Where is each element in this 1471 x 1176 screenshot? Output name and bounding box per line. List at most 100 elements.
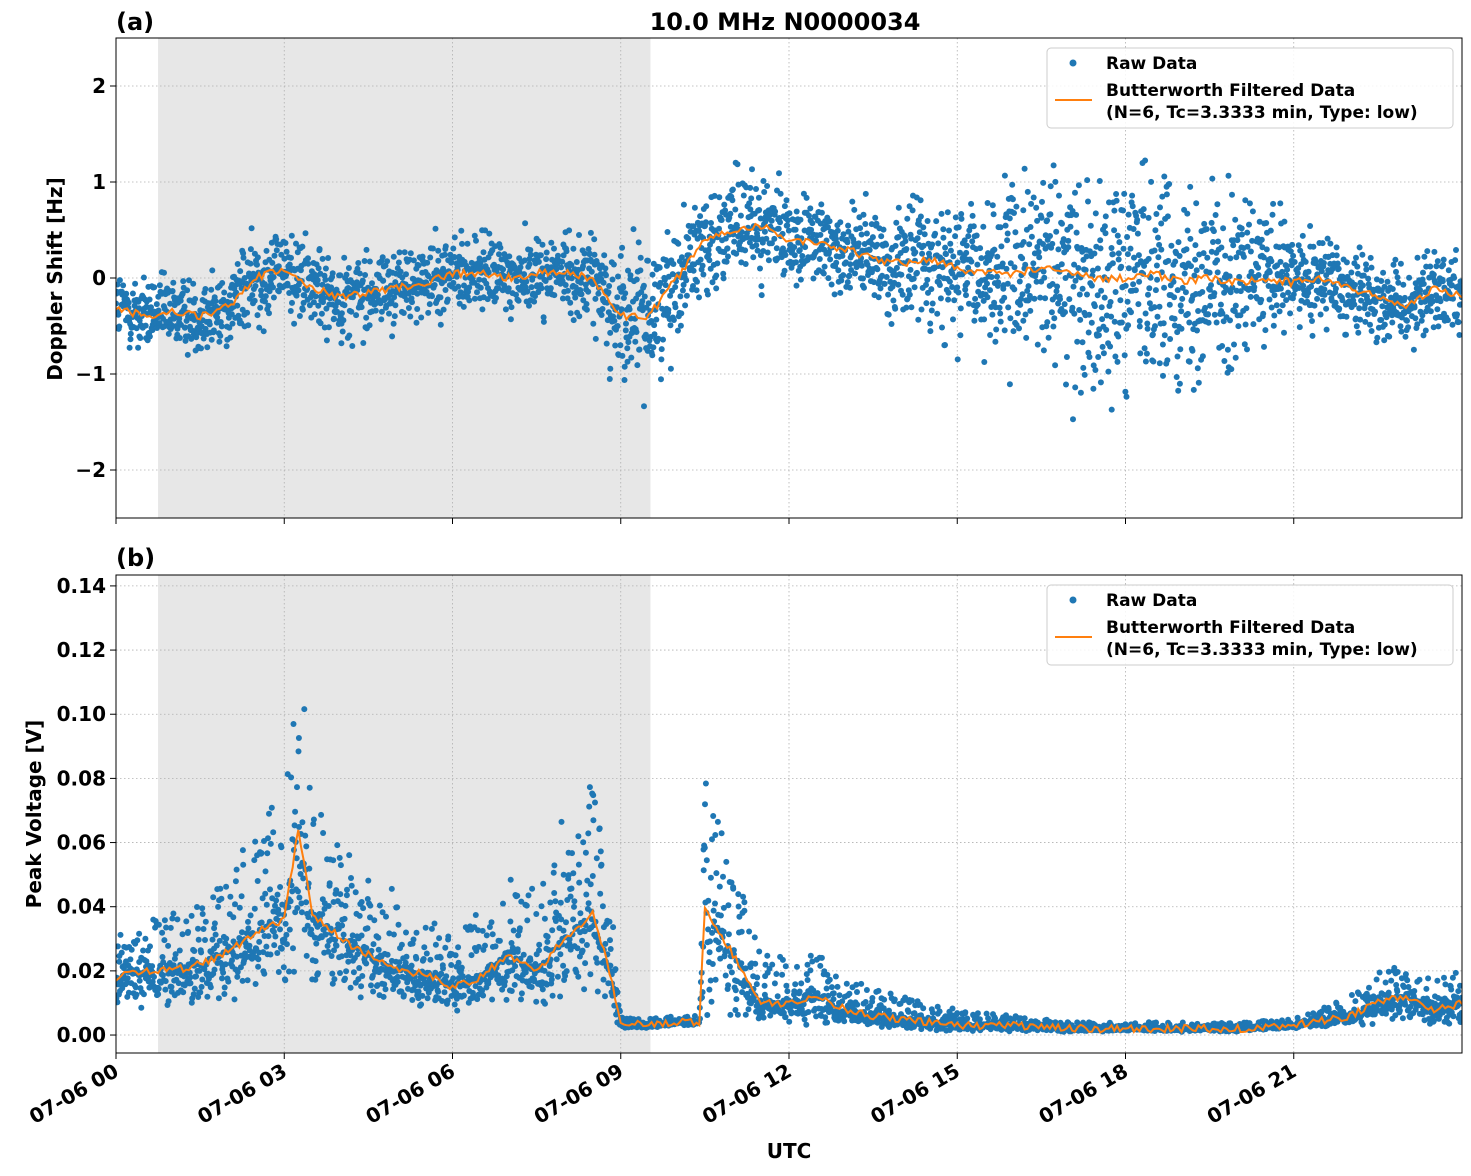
- raw-point: [599, 862, 605, 868]
- raw-point: [1215, 269, 1221, 275]
- raw-point: [641, 403, 647, 409]
- raw-point: [304, 953, 310, 959]
- raw-point: [209, 267, 215, 273]
- raw-point: [1109, 407, 1115, 413]
- raw-point: [427, 255, 433, 261]
- raw-point: [1390, 286, 1396, 292]
- raw-point: [614, 294, 620, 300]
- raw-point: [240, 847, 246, 853]
- raw-point: [1158, 247, 1164, 253]
- raw-point: [396, 922, 402, 928]
- raw-point: [1080, 339, 1086, 345]
- raw-point: [984, 281, 990, 287]
- raw-point: [217, 886, 223, 892]
- raw-point: [429, 926, 435, 932]
- raw-point: [1003, 223, 1009, 229]
- raw-point: [555, 253, 561, 259]
- raw-point: [1335, 261, 1341, 267]
- raw-point: [363, 315, 369, 321]
- raw-point: [692, 1013, 698, 1019]
- raw-point: [433, 942, 439, 948]
- raw-point: [561, 928, 567, 934]
- raw-point: [1206, 320, 1212, 326]
- raw-point: [252, 839, 258, 845]
- raw-point: [1200, 353, 1206, 359]
- raw-point: [571, 317, 577, 323]
- raw-point: [794, 283, 800, 289]
- raw-point: [198, 345, 204, 351]
- raw-point: [1125, 299, 1131, 305]
- raw-point: [1097, 237, 1103, 243]
- raw-point: [360, 278, 366, 284]
- raw-point: [603, 272, 609, 278]
- raw-point: [1308, 312, 1314, 318]
- raw-point: [824, 1020, 830, 1026]
- raw-point: [267, 886, 273, 892]
- raw-point: [715, 819, 721, 825]
- raw-point: [925, 218, 931, 224]
- raw-point: [740, 894, 746, 900]
- raw-point: [313, 941, 319, 947]
- raw-point: [904, 216, 910, 222]
- raw-point: [622, 364, 628, 370]
- raw-point: [708, 875, 714, 881]
- raw-point: [588, 230, 594, 236]
- raw-point: [600, 903, 606, 909]
- raw-point: [540, 242, 546, 248]
- raw-point: [1241, 254, 1247, 260]
- raw-point: [1142, 158, 1148, 164]
- raw-point: [136, 931, 142, 937]
- raw-point: [442, 252, 448, 258]
- raw-point: [1165, 258, 1171, 264]
- raw-point: [1233, 303, 1239, 309]
- raw-point: [742, 247, 748, 253]
- raw-point: [399, 942, 405, 948]
- raw-point: [489, 997, 495, 1003]
- raw-point: [1355, 330, 1361, 336]
- raw-point: [529, 984, 535, 990]
- raw-point: [861, 285, 867, 291]
- raw-point: [943, 251, 949, 257]
- raw-point: [1321, 286, 1327, 292]
- raw-point: [1020, 318, 1026, 324]
- raw-point: [529, 284, 535, 290]
- raw-point: [245, 919, 251, 925]
- raw-point: [1176, 239, 1182, 245]
- raw-point: [924, 277, 930, 283]
- raw-point: [837, 219, 843, 225]
- raw-point: [965, 233, 971, 239]
- raw-point: [365, 878, 371, 884]
- raw-point: [1124, 394, 1130, 400]
- raw-point: [1402, 295, 1408, 301]
- raw-point: [1438, 298, 1444, 304]
- raw-point: [232, 996, 238, 1002]
- raw-point: [1005, 281, 1011, 287]
- raw-point: [135, 345, 141, 351]
- raw-point: [650, 272, 656, 278]
- raw-point: [196, 937, 202, 943]
- raw-point: [289, 233, 295, 239]
- raw-point: [389, 333, 395, 339]
- raw-point: [584, 301, 590, 307]
- raw-point: [170, 280, 176, 286]
- raw-point: [1194, 267, 1200, 273]
- raw-point: [138, 1005, 144, 1011]
- raw-point: [273, 898, 279, 904]
- raw-point: [1178, 308, 1184, 314]
- raw-point: [381, 994, 387, 1000]
- raw-point: [1111, 208, 1117, 214]
- raw-point: [927, 321, 933, 327]
- raw-point: [193, 973, 199, 979]
- raw-point: [893, 243, 899, 249]
- raw-point: [1120, 208, 1126, 214]
- raw-point: [319, 311, 325, 317]
- raw-point: [538, 252, 544, 258]
- raw-point: [837, 992, 843, 998]
- raw-point: [370, 989, 376, 995]
- raw-point: [890, 298, 896, 304]
- raw-point: [1105, 369, 1111, 375]
- raw-point: [1378, 278, 1384, 284]
- raw-point: [272, 253, 278, 259]
- raw-point: [1059, 261, 1065, 267]
- raw-point: [316, 265, 322, 271]
